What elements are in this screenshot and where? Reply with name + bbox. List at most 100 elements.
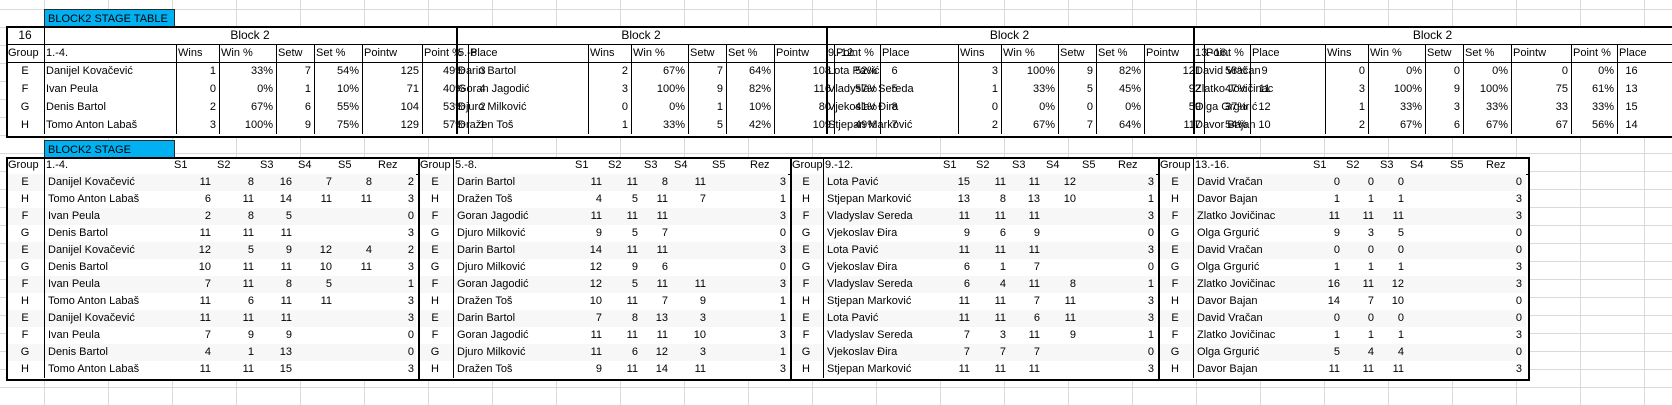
match-result[interactable]: 2 [407, 176, 414, 188]
stat-cell[interactable]: 33% [1591, 101, 1614, 113]
stat-cell[interactable]: 40% [442, 83, 465, 95]
match-player[interactable]: Vjekoslav Đira [827, 261, 898, 273]
col-header[interactable]: Wins [590, 47, 615, 59]
set-score[interactable] [1044, 208, 1076, 225]
block-title[interactable]: Block 2 [1412, 28, 1453, 42]
col-header[interactable]: S3 [644, 159, 658, 171]
stat-cell[interactable]: 33% [250, 65, 273, 77]
set-score[interactable]: 11 [1028, 244, 1040, 256]
match-player[interactable]: Tomo Anton Labaš [48, 363, 140, 375]
set-score[interactable]: 11 [994, 244, 1006, 256]
stat-cell[interactable]: 15 [1625, 101, 1638, 113]
match-player[interactable]: Tomo Anton Labaš [48, 193, 140, 205]
col-header[interactable]: Setw [1060, 47, 1085, 59]
player-name[interactable]: Stjepan Marković [828, 119, 913, 131]
set-score[interactable]: 1 [1397, 261, 1404, 273]
match-result[interactable]: 3 [779, 244, 786, 256]
set-score[interactable]: 5 [631, 227, 638, 239]
stat-cell[interactable]: 2 [1358, 119, 1365, 131]
stage-matches-banner[interactable]: BLOCK2 STAGE MATCHES [44, 140, 175, 174]
col-header[interactable]: S1 [575, 159, 589, 171]
set-score[interactable] [1408, 242, 1444, 259]
stat-cell[interactable]: 0% [1406, 65, 1422, 77]
set-score[interactable] [710, 310, 744, 327]
col-header[interactable]: S1 [943, 159, 957, 171]
stat-cell[interactable]: 82% [1118, 65, 1141, 77]
match-result[interactable]: 1 [1147, 193, 1154, 205]
set-score[interactable]: 5 [1397, 227, 1404, 239]
match-result[interactable]: 0 [1515, 346, 1522, 358]
set-score[interactable]: 12 [319, 244, 332, 256]
match-result[interactable]: 3 [407, 193, 414, 205]
match-group[interactable]: F [431, 278, 439, 290]
match-player[interactable]: Dražen Toš [457, 295, 513, 307]
match-group[interactable]: F [431, 210, 439, 222]
block-range[interactable]: 1.-4. [46, 47, 69, 59]
stat-cell[interactable]: 10 [1258, 119, 1271, 131]
match-player[interactable]: Danijel Kovačević [48, 312, 135, 324]
set-score[interactable]: 8 [247, 210, 254, 222]
set-score[interactable]: 11 [656, 210, 668, 222]
set-score[interactable]: 11 [242, 278, 254, 290]
stat-cell[interactable]: 14 [1625, 119, 1638, 131]
match-player[interactable]: Dražen Toš [457, 193, 513, 205]
block-range[interactable]: 5.-8. [458, 47, 481, 59]
col-header[interactable]: Pointw [1146, 47, 1180, 59]
match-player[interactable]: Stjepan Marković [827, 193, 912, 205]
group-header[interactable]: Group [8, 47, 39, 59]
set-score[interactable]: 8 [661, 176, 668, 188]
match-group[interactable]: G [801, 346, 811, 358]
match-player[interactable]: Djuro Milković [457, 261, 526, 273]
set-score[interactable]: 0 [1397, 176, 1404, 188]
stat-cell[interactable]: 9 [1453, 83, 1460, 95]
col-header[interactable]: Win % [1370, 47, 1402, 59]
set-score[interactable]: 11 [994, 312, 1006, 324]
set-score[interactable] [1408, 293, 1444, 310]
set-score[interactable]: 7 [1033, 295, 1040, 307]
col-header[interactable]: S1 [1313, 159, 1327, 171]
match-player[interactable]: Davor Bajan [1197, 193, 1258, 205]
block-range[interactable]: 9.-12. [828, 47, 857, 59]
set-score[interactable] [1080, 344, 1112, 361]
set-score[interactable]: 0 [1397, 312, 1404, 324]
set-score[interactable]: 7 [661, 295, 668, 307]
col-header[interactable]: S5 [338, 159, 352, 171]
set-score[interactable]: 16 [279, 176, 292, 188]
set-score[interactable]: 9 [285, 244, 292, 256]
set-score[interactable]: 11 [626, 363, 638, 375]
match-result[interactable]: 3 [1147, 363, 1154, 375]
match-player[interactable]: Denis Bartol [48, 227, 108, 239]
set-score[interactable] [672, 225, 706, 242]
match-player[interactable]: Davor Bajan [1197, 363, 1258, 375]
set-score[interactable]: 6 [661, 261, 668, 273]
stat-cell[interactable]: 64% [748, 65, 771, 77]
set-score[interactable]: 7 [204, 278, 211, 290]
set-score[interactable]: 4 [204, 346, 211, 358]
set-score[interactable]: 10 [198, 261, 211, 273]
match-player[interactable]: Lota Pavić [827, 176, 879, 188]
match-result[interactable]: 0 [1515, 244, 1522, 256]
match-group[interactable]: H [1171, 363, 1179, 375]
col-header[interactable]: Point % [424, 47, 462, 59]
set-score[interactable] [710, 259, 744, 276]
stat-cell[interactable]: 9 [1086, 65, 1093, 77]
set-score[interactable]: 11 [1328, 210, 1340, 222]
set-score[interactable]: 1 [1367, 193, 1374, 205]
set-score[interactable]: 10 [1391, 295, 1404, 307]
player-name[interactable]: Denis Bartol [46, 101, 106, 113]
col-header[interactable]: Place [470, 47, 498, 59]
match-group[interactable]: H [802, 295, 810, 307]
match-player[interactable]: Lota Pavić [827, 244, 879, 256]
match-result[interactable]: 1 [779, 295, 786, 307]
stat-cell[interactable]: 2 [209, 101, 216, 113]
match-group[interactable]: H [21, 295, 29, 307]
set-score[interactable]: 11 [626, 244, 638, 256]
set-score[interactable]: 14 [589, 244, 602, 256]
set-score[interactable]: 5 [325, 278, 332, 290]
stat-cell[interactable]: 67% [1485, 119, 1508, 131]
stat-cell[interactable]: 75% [336, 119, 359, 131]
set-score[interactable]: 9 [699, 295, 706, 307]
set-score[interactable]: 11 [199, 227, 211, 239]
set-score[interactable]: 11 [280, 261, 292, 273]
set-score[interactable]: 11 [1392, 210, 1404, 222]
